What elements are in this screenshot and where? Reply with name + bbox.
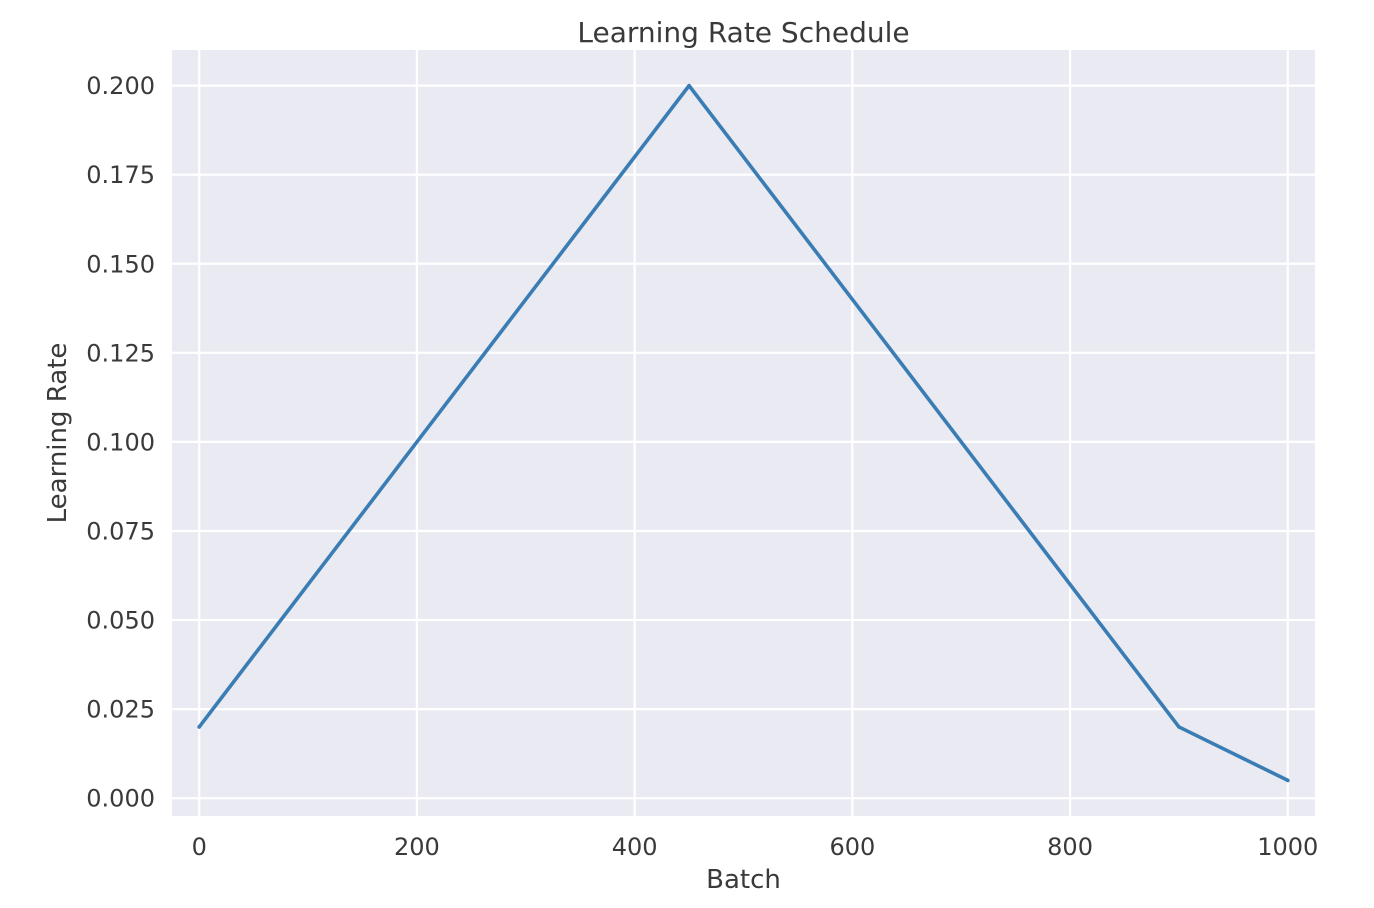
x-tick-label: 1000 bbox=[1257, 833, 1318, 861]
y-tick-label: 0.000 bbox=[86, 785, 155, 813]
x-tick-label: 600 bbox=[829, 833, 875, 861]
x-axis-label: Batch bbox=[706, 865, 781, 895]
y-tick-label: 0.075 bbox=[86, 517, 155, 545]
y-tick-label: 0.200 bbox=[86, 72, 155, 100]
x-tick-label: 800 bbox=[1047, 833, 1093, 861]
y-tick-label: 0.175 bbox=[86, 161, 155, 189]
data-point bbox=[1285, 778, 1290, 783]
chart-title: Learning Rate Schedule bbox=[577, 16, 909, 49]
plot-area bbox=[172, 50, 1315, 816]
y-tick-label: 0.050 bbox=[86, 607, 155, 635]
y-tick-label: 0.100 bbox=[86, 428, 155, 456]
series-layer bbox=[197, 83, 1290, 783]
data-point bbox=[687, 83, 691, 88]
x-tick-label: 200 bbox=[394, 833, 440, 861]
y-tick-label: 0.125 bbox=[86, 339, 155, 367]
grid bbox=[172, 50, 1315, 816]
x-tick-label: 400 bbox=[612, 833, 658, 861]
data-point bbox=[1177, 725, 1181, 729]
y-tick-label: 0.150 bbox=[86, 250, 155, 278]
y-axis-label: Learning Rate bbox=[43, 343, 73, 524]
y-tick-labels: 0.000 0.025 0.050 0.075 0.100 0.125 0.150 0.175… bbox=[86, 72, 155, 813]
x-tick-label: 0 bbox=[192, 833, 207, 861]
series-line bbox=[197, 83, 1290, 783]
data-point bbox=[197, 725, 202, 729]
y-tick-label: 0.025 bbox=[86, 696, 155, 724]
x-tick-labels: 0 200 400 600 800 1000 bbox=[192, 833, 1319, 861]
